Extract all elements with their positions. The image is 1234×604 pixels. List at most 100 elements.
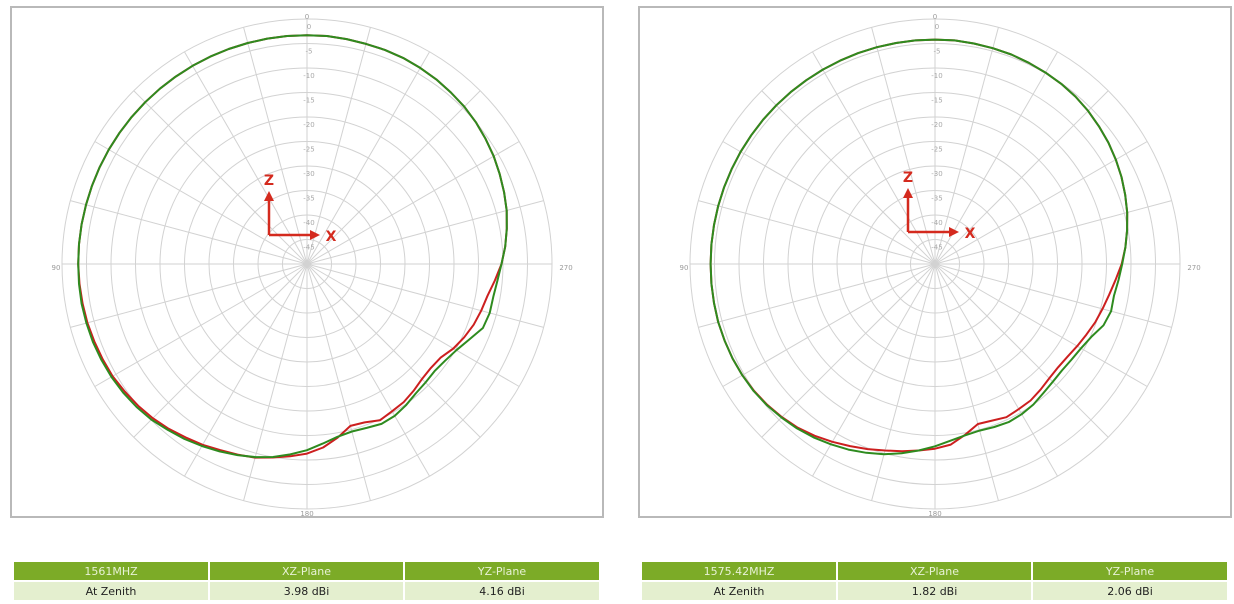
polar-plot-frame: 0 90 180 270 0 -5 -10 -15 -20 -25 -30 -35 -40 -45 Z X (638, 6, 1232, 518)
grid-spoke (306, 263, 371, 501)
grid-spoke (306, 27, 371, 265)
gain-table: 1561MHZ XZ-Plane YZ-Plane At Zenith 3.98… (14, 562, 599, 600)
radial-tick-label: -10 (303, 72, 314, 80)
radial-tick-label: -40 (931, 219, 942, 227)
grid-spoke (934, 263, 999, 501)
x-axis-arrowhead (310, 230, 320, 240)
grid-spoke (812, 51, 936, 265)
z-axis-arrowhead (903, 188, 913, 198)
axes-indicator: ZX (264, 173, 337, 245)
axes-indicator: ZX (903, 170, 976, 242)
pattern-trace (77, 34, 508, 459)
grid-spoke (306, 200, 544, 265)
radial-tick-label: -35 (931, 195, 942, 203)
angle-tick-label: 180 (928, 510, 941, 516)
angle-tick-label: 180 (300, 510, 313, 516)
grid-spoke (306, 263, 544, 328)
angle-tick-label: 0 (933, 13, 937, 21)
radial-tick-label: -35 (303, 195, 314, 203)
x-axis-label: X (965, 226, 976, 242)
radial-tick-label: -30 (303, 170, 314, 178)
angle-tick-label: 270 (1187, 264, 1200, 272)
x-axis-label: X (326, 229, 337, 245)
grid-spoke (934, 263, 1172, 328)
gain-table-header: 1561MHZ XZ-Plane YZ-Plane (14, 562, 599, 581)
grid-spoke (306, 263, 481, 438)
grid-spoke (761, 263, 936, 438)
grid-spoke (243, 27, 308, 265)
polar-grid (61, 18, 553, 510)
z-axis-arrowhead (264, 191, 274, 201)
xz-gain-value: 1.82 dBi (836, 580, 1032, 600)
grid-spoke (133, 263, 308, 438)
grid-spoke (812, 263, 936, 477)
z-axis-label: Z (264, 173, 274, 189)
grid-spoke (934, 141, 1148, 265)
radial-tick-label: -15 (931, 97, 942, 105)
angle-tick-label: 0 (305, 13, 309, 21)
xz-gain-value: 3.98 dBi (208, 580, 404, 600)
angle-tick-label: 90 (52, 264, 61, 272)
pattern-panel-1561: 0 90 180 270 0 -5 -10 -15 -20 -25 -30 -35 -40 -45 Z X 1… (4, 0, 604, 604)
z-axis-label: Z (903, 170, 913, 186)
radial-tick-label: -30 (931, 170, 942, 178)
grid-spoke (871, 27, 936, 265)
grid-spoke (306, 51, 430, 265)
row-label: At Zenith (642, 580, 837, 600)
pattern-trace (709, 38, 1129, 456)
x-axis-arrowhead (949, 227, 959, 237)
polar-plot-frame: 0 90 180 270 0 -5 -10 -15 -20 -25 -30 -35 -40 -45 Z X (10, 6, 604, 518)
radial-tick-label: -15 (303, 97, 314, 105)
grid-spoke (761, 90, 936, 265)
polar-grid (689, 18, 1181, 510)
grid-spoke (934, 27, 999, 265)
grid-spoke (934, 51, 1058, 265)
yz-gain-value: 4.16 dBi (403, 580, 599, 600)
angle-tick-label: 270 (559, 264, 572, 272)
grid-spoke (94, 263, 308, 387)
grid-spoke (722, 263, 936, 387)
grid-spoke (243, 263, 308, 501)
xz-plane-header: XZ-Plane (836, 562, 1032, 581)
gain-table-header: 1575.42MHZ XZ-Plane YZ-Plane (642, 562, 1227, 581)
grid-spoke (934, 263, 1148, 387)
grid-spoke (94, 141, 308, 265)
grid-spoke (722, 141, 936, 265)
grid-spoke (871, 263, 936, 501)
radial-tick-label: -25 (303, 146, 314, 154)
grid-spoke (306, 263, 430, 477)
yz-plane-header: YZ-Plane (403, 562, 599, 581)
grid-spoke (70, 263, 308, 328)
radial-tick-label: -25 (931, 146, 942, 154)
xz-plane-header: XZ-Plane (208, 562, 404, 581)
radial-tick-label: -5 (306, 48, 313, 56)
row-label: At Zenith (14, 580, 209, 600)
gain-table: 1575.42MHZ XZ-Plane YZ-Plane At Zenith 1… (642, 562, 1227, 600)
table-row: At Zenith 1.82 dBi 2.06 dBi (642, 580, 1227, 600)
pattern-trace (77, 34, 508, 459)
angle-tick-label: 90 (680, 264, 689, 272)
frequency-header: 1561MHZ (14, 562, 209, 581)
grid-spoke (934, 200, 1172, 265)
radial-tick-label: -45 (931, 244, 942, 252)
yz-plane-header: YZ-Plane (1031, 562, 1227, 581)
radial-tick-label: -45 (303, 244, 314, 252)
grid-spoke (934, 90, 1109, 265)
radial-tick-label: 0 (307, 23, 311, 31)
grid-spoke (184, 263, 308, 477)
pattern-panel-1575: 0 90 180 270 0 -5 -10 -15 -20 -25 -30 -35 -40 -45 Z X 1… (632, 0, 1232, 604)
grid-spoke (306, 141, 520, 265)
radial-tick-label: -20 (303, 121, 314, 129)
grid-spoke (184, 51, 308, 265)
radial-tick-label: 0 (935, 23, 939, 31)
radial-tick-label: -40 (303, 219, 314, 227)
grid-spoke (698, 200, 936, 265)
grid-spoke (70, 200, 308, 265)
yz-gain-value: 2.06 dBi (1031, 580, 1227, 600)
grid-spoke (306, 263, 520, 387)
grid-spoke (306, 90, 481, 265)
grid-spoke (133, 90, 308, 265)
grid-spoke (698, 263, 936, 328)
